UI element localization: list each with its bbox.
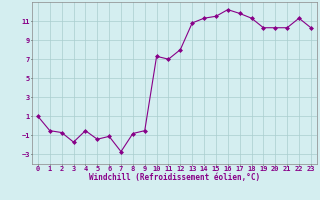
X-axis label: Windchill (Refroidissement éolien,°C): Windchill (Refroidissement éolien,°C): [89, 173, 260, 182]
